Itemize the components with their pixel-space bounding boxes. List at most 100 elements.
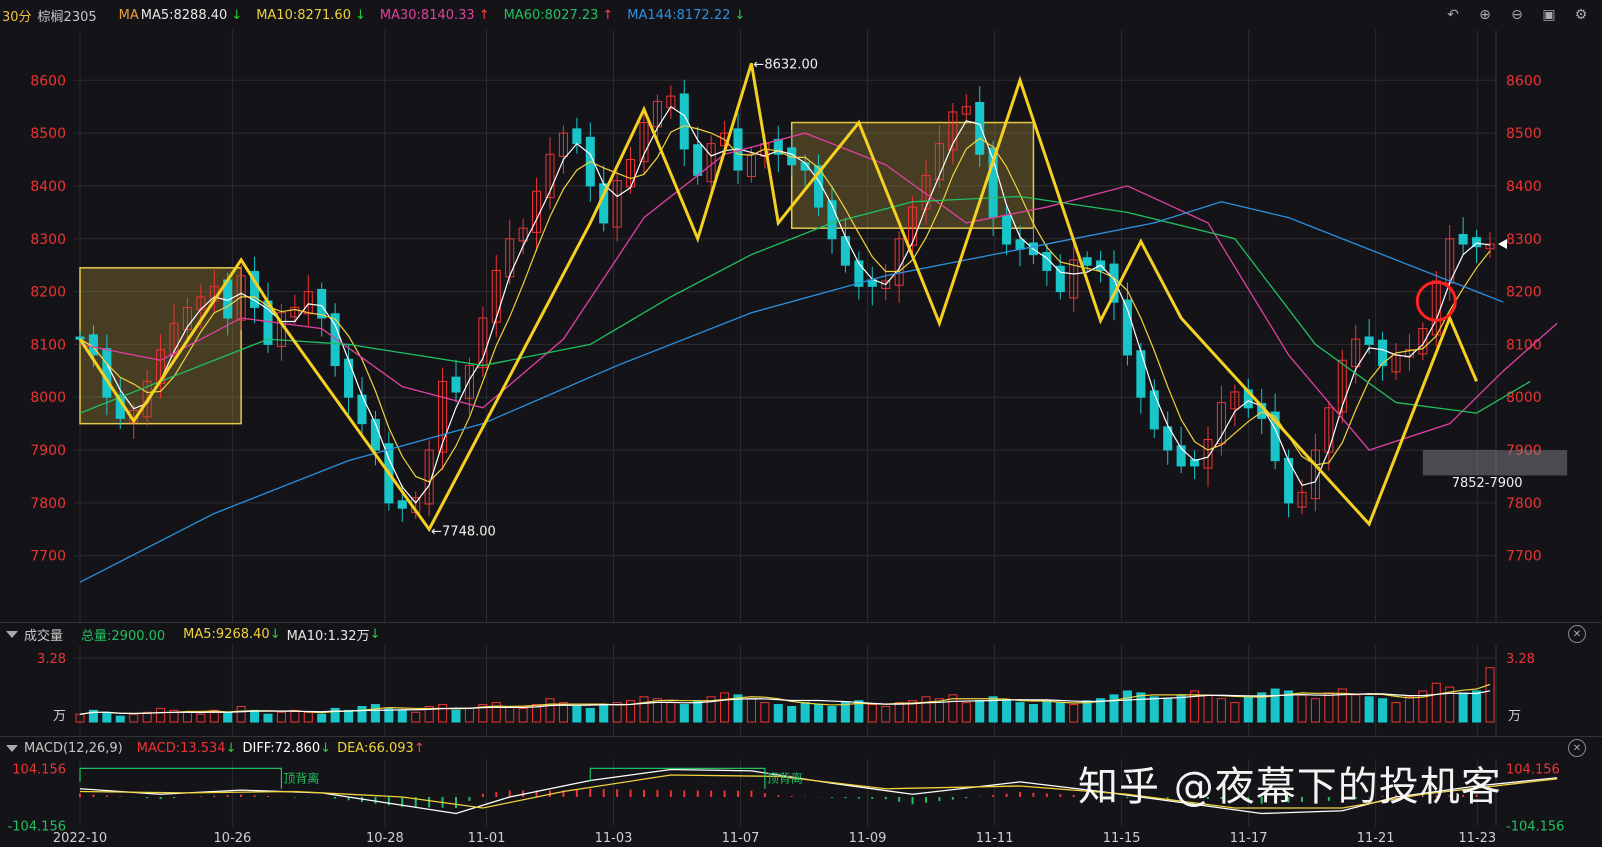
settings-icon[interactable]: ⚙ bbox=[1574, 7, 1588, 23]
volume-top-label-left: 3.28 bbox=[37, 652, 66, 667]
macd-value: MACD:13.534 bbox=[136, 740, 226, 756]
y-tick-label-left: 8400 bbox=[30, 179, 66, 195]
candle-body bbox=[706, 143, 716, 183]
volume-bar bbox=[1297, 694, 1307, 723]
price-annotation: ←8632.00 bbox=[753, 57, 818, 72]
macd-arrow: ↓ bbox=[225, 740, 237, 756]
undo-icon[interactable]: ↶ bbox=[1447, 7, 1459, 23]
candle-body bbox=[1458, 234, 1468, 245]
candle-body bbox=[1351, 338, 1361, 368]
volume-bar bbox=[921, 696, 931, 723]
volume-ma5-arrow: ↓ bbox=[269, 626, 281, 642]
candle-body bbox=[75, 336, 85, 340]
volume-bar bbox=[424, 705, 434, 723]
ma-label: MA bbox=[118, 7, 139, 23]
volume-bar bbox=[156, 707, 166, 723]
zoom-in-icon[interactable]: ⊕ bbox=[1479, 7, 1491, 23]
ma5-line bbox=[79, 105, 1491, 504]
volume-bar bbox=[867, 704, 877, 723]
volume-bar bbox=[1096, 698, 1106, 723]
volume-top-label-right: 3.28 bbox=[1506, 652, 1535, 667]
collapse-volume-icon[interactable] bbox=[6, 630, 18, 638]
candle-body bbox=[773, 138, 783, 155]
volume-bar bbox=[1163, 698, 1173, 723]
volume-bar bbox=[129, 713, 139, 723]
volume-bar bbox=[881, 705, 891, 723]
volume-bar bbox=[572, 705, 582, 723]
y-tick-label-right: 8100 bbox=[1506, 337, 1542, 353]
candle-body bbox=[693, 144, 703, 176]
candle-body bbox=[317, 288, 327, 319]
candle-body bbox=[934, 143, 944, 181]
dea-line bbox=[79, 774, 1558, 809]
volume-total: 总量:2900.00 bbox=[81, 628, 166, 644]
volume-bar bbox=[558, 702, 568, 723]
macd-top-label-right: 104.156 bbox=[1506, 762, 1560, 777]
candle-body bbox=[1069, 259, 1079, 299]
candle-body bbox=[1297, 491, 1307, 508]
divergence-bracket bbox=[589, 767, 766, 789]
volume-unit-right: 万 bbox=[1508, 709, 1521, 724]
period-label[interactable]: 30分 bbox=[2, 9, 32, 25]
y-tick-label-left: 7900 bbox=[30, 443, 66, 459]
candle-body bbox=[1270, 411, 1280, 462]
candle-body bbox=[961, 106, 971, 115]
volume-bar bbox=[1391, 702, 1401, 723]
volume-bar bbox=[800, 702, 810, 723]
macd-bottom-label-left: -104.156 bbox=[8, 820, 66, 835]
volume-bar bbox=[1069, 704, 1079, 723]
volume-bar bbox=[88, 709, 98, 723]
zoom-out-icon[interactable]: ⊖ bbox=[1511, 7, 1523, 23]
candle-body bbox=[303, 291, 313, 315]
volume-bar bbox=[854, 700, 864, 723]
candle-body bbox=[344, 358, 354, 398]
volume-ma10-line bbox=[79, 690, 1491, 715]
candle-body bbox=[1485, 243, 1495, 250]
diff-value: DIFF:72.860 bbox=[242, 740, 321, 756]
candle-body bbox=[451, 376, 461, 393]
x-tick-label: 11-07 bbox=[722, 831, 760, 846]
volume-bar bbox=[1055, 702, 1065, 723]
volume-bar bbox=[706, 696, 716, 723]
y-tick-label-right: 7800 bbox=[1506, 496, 1542, 512]
candle-body bbox=[558, 132, 568, 157]
x-tick-label: 11-17 bbox=[1230, 831, 1268, 846]
candle-body bbox=[1015, 239, 1025, 250]
volume-bar bbox=[1351, 694, 1361, 723]
volume-bar bbox=[451, 709, 461, 723]
volume-bar bbox=[840, 702, 850, 723]
volume-bar bbox=[545, 698, 555, 723]
collapse-macd-icon[interactable] bbox=[6, 744, 18, 752]
candle-body bbox=[1122, 299, 1132, 356]
chart-controls: ↶ ⊕ ⊖ ▣ ⚙ bbox=[1444, 0, 1596, 30]
y-tick-label-left: 7800 bbox=[30, 496, 66, 512]
symbol-label[interactable]: 棕榈2305 bbox=[37, 9, 97, 25]
volume-bar bbox=[787, 705, 797, 723]
candle-body bbox=[1203, 439, 1213, 469]
volume-bar bbox=[773, 704, 783, 723]
volume-bar bbox=[397, 709, 407, 723]
volume-bar bbox=[679, 704, 689, 723]
volume-bar bbox=[1445, 686, 1455, 723]
close-volume-icon[interactable]: ✕ bbox=[1568, 625, 1586, 643]
candle-body bbox=[182, 306, 192, 331]
candle-body bbox=[1310, 449, 1320, 500]
y-tick-label-right: 7900 bbox=[1506, 443, 1542, 459]
volume-bar bbox=[102, 711, 112, 723]
candle-body bbox=[1216, 402, 1226, 445]
candle-body bbox=[679, 93, 689, 150]
candle-body bbox=[330, 313, 340, 367]
candle-body bbox=[1190, 459, 1200, 467]
volume-bar bbox=[1378, 698, 1388, 723]
volume-bar bbox=[196, 713, 206, 723]
volume-bar bbox=[1216, 698, 1226, 723]
volume-bar bbox=[370, 704, 380, 723]
volume-ma10: MA10:1.32万 bbox=[286, 628, 370, 644]
volume-bar bbox=[357, 705, 367, 723]
volume-bar bbox=[330, 707, 340, 723]
volume-bar bbox=[934, 698, 944, 723]
close-macd-icon[interactable]: ✕ bbox=[1568, 739, 1586, 757]
dea-value: DEA:66.093 bbox=[337, 740, 414, 756]
window-icon[interactable]: ▣ bbox=[1542, 7, 1556, 23]
candle-body bbox=[142, 380, 152, 418]
